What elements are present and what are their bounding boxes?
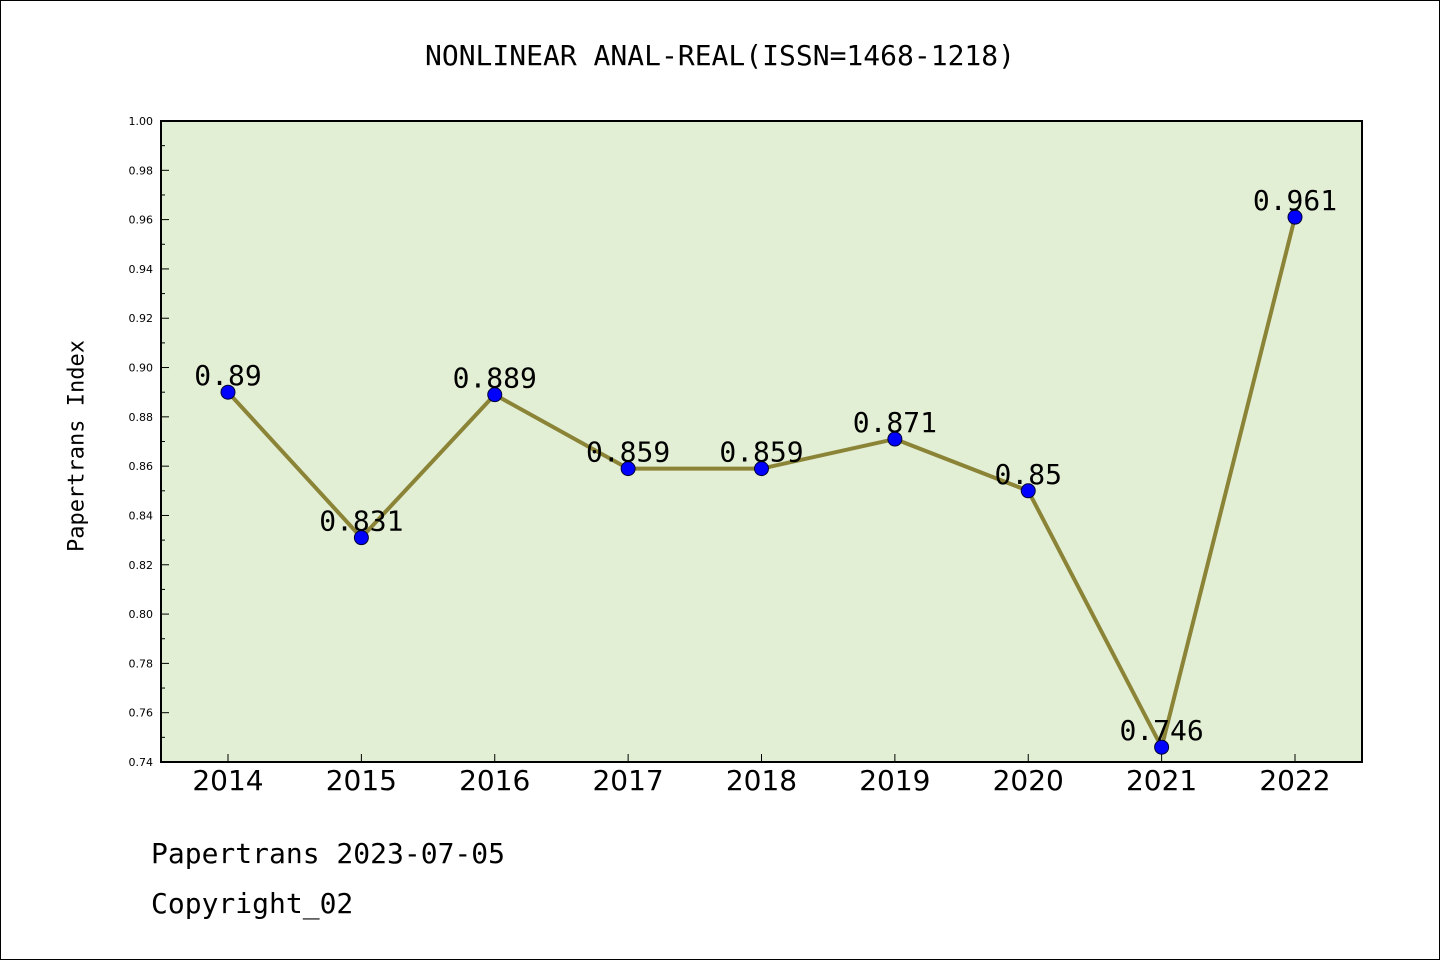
x-tick-label: 2017 [592, 764, 663, 797]
x-tick-label: 2014 [192, 764, 263, 797]
x-tick-label: 2015 [326, 764, 397, 797]
x-tick-label: 2020 [993, 764, 1064, 797]
data-label: 0.746 [1119, 714, 1203, 747]
y-tick-label: 0.92 [129, 312, 154, 325]
data-label: 0.859 [719, 436, 803, 469]
y-tick-label: 0.78 [129, 657, 154, 670]
y-tick-label: 0.86 [129, 460, 154, 473]
y-axis: 0.74 0.76 0.78 0.80 0.82 0.84 0.86 0.88 0.90 0.92… [129, 115, 169, 769]
data-label: 0.871 [853, 406, 937, 439]
data-point [1020, 483, 1036, 499]
y-tick-label: 0.94 [129, 263, 154, 276]
x-tick-label: 2018 [726, 764, 797, 797]
footer-date: Papertrans 2023-07-05 [151, 837, 506, 870]
data-points [220, 209, 1303, 755]
data-label: 0.85 [995, 458, 1062, 491]
x-tick-label: 2021 [1126, 764, 1197, 797]
data-label: 0.859 [586, 436, 670, 469]
data-point [620, 461, 636, 477]
data-label: 0.831 [319, 505, 403, 538]
data-point [220, 384, 236, 400]
data-point [353, 530, 369, 546]
x-axis: 2014 2015 2016 2017 2018 2019 2020 2021 2022 [192, 754, 1331, 797]
data-point [887, 431, 903, 447]
y-tick-label: 0.98 [129, 164, 154, 177]
data-labels: 0.89 0.831 0.889 0.859 0.859 0.871 0.85 0.746 0.… [194, 184, 1337, 747]
x-tick-label: 2019 [859, 764, 930, 797]
x-tick-label: 2022 [1259, 764, 1330, 797]
y-tick-label: 0.82 [129, 559, 154, 572]
y-tick-label: 0.76 [129, 707, 154, 720]
y-tick-label: 0.96 [129, 214, 154, 227]
plot-area [160, 120, 1363, 763]
y-tick-label: 0.74 [129, 756, 154, 769]
y-tick-label: 0.90 [129, 362, 154, 375]
data-label: 0.961 [1253, 184, 1337, 217]
y-tick-label: 0.84 [129, 509, 154, 522]
y-tick-label: 0.80 [129, 608, 154, 621]
data-point [487, 387, 503, 403]
footer-copyright: Copyright_02 [151, 887, 354, 920]
data-point [754, 461, 769, 477]
x-tick-label: 2016 [459, 764, 530, 797]
data-label: 0.889 [453, 362, 537, 395]
chart-title: NONLINEAR ANAL-REAL(ISSN=1468-1218) [424, 39, 1015, 72]
data-point [1154, 739, 1170, 755]
data-point [1287, 209, 1303, 225]
data-label: 0.89 [194, 359, 261, 392]
y-tick-label: 0.88 [129, 411, 154, 424]
y-tick-label: 1.00 [129, 115, 154, 128]
